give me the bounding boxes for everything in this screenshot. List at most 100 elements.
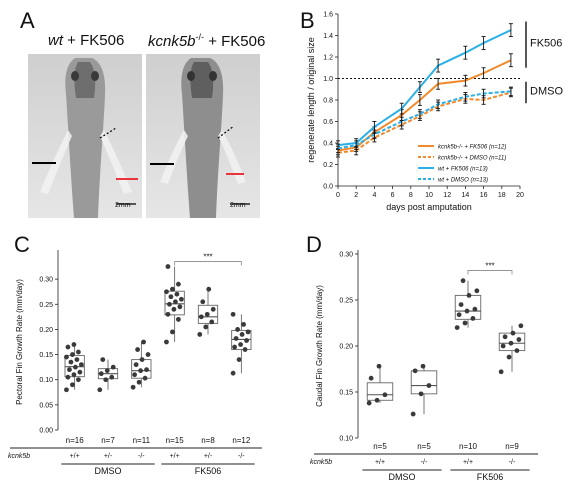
caudal-point: [456, 312, 462, 318]
pectoral-point: [64, 354, 69, 360]
fish-mutant-head: [190, 62, 214, 98]
panel-a-title-wt-genotype: wt: [48, 32, 63, 49]
line-chart-y-tick-label: 1.0: [323, 76, 333, 83]
caudal-point: [502, 334, 508, 340]
pectoral-y-label: Pectoral Fin Growth Rate (mm/day): [15, 279, 24, 405]
pectoral-point: [130, 384, 136, 390]
pectoral-point: [74, 357, 80, 362]
pectoral-point: [209, 319, 215, 325]
caudal-point: [412, 368, 418, 374]
pectoral-point: [142, 375, 148, 381]
pectoral-point: [164, 339, 169, 345]
pectoral-point: [242, 347, 248, 352]
pectoral-point: [177, 304, 183, 310]
pectoral-point: [239, 332, 245, 337]
pectoral-genotype-label: +/-: [204, 453, 213, 460]
caudal-genotype-label: -/-: [509, 459, 516, 466]
caudal-point: [510, 330, 516, 336]
fish-mutant-fin-left: [160, 130, 188, 184]
fish-mutant-drawing: [146, 54, 260, 218]
line-chart-legend-entry: kcnk5b-/- + DMSO (n=11): [438, 156, 506, 162]
line-chart-y-tick-label: 0.2: [323, 162, 333, 169]
pectoral-point: [173, 299, 178, 305]
caudal-point: [472, 306, 478, 312]
caudal-box-chart: 0.10 0.15 0.20 0.25 0.30 Caudal Fin Growth Ra…: [310, 250, 538, 482]
fish-mutant-amputation-line: [217, 125, 235, 139]
caudal-point: [466, 293, 472, 298]
caudal-point: [506, 354, 512, 360]
caudal-genotype-row-label: kcnk5b: [310, 459, 332, 466]
panel-a-title-wt: wt + FK506: [48, 32, 124, 49]
line-chart-y-tick-label: 0.4: [323, 141, 333, 148]
line-chart-x-tick-label: 6: [391, 192, 395, 199]
caudal-group-label: DMSO: [389, 472, 416, 482]
line-chart-x-tick-label: 20: [516, 192, 524, 199]
pectoral-point: [132, 372, 138, 378]
pectoral-point: [139, 357, 145, 362]
fish-image-mutant: [146, 54, 260, 218]
pectoral-point: [204, 311, 210, 317]
pectoral-significance-bracket: [174, 261, 242, 266]
pectoral-point: [97, 387, 103, 393]
panel-a-title-mutant: kcnk5b-/- + FK506: [148, 32, 265, 50]
fish-wt-body: [65, 58, 106, 218]
pectoral-point: [200, 299, 206, 305]
pectoral-point: [230, 370, 236, 376]
pectoral-point: [98, 371, 104, 377]
pectoral-point: [77, 369, 83, 375]
line-chart-x-tick-label: 18: [498, 192, 506, 199]
pectoral-point: [171, 306, 177, 312]
caudal-point: [458, 302, 464, 307]
pectoral-point: [167, 301, 172, 307]
pectoral-point: [73, 364, 78, 370]
caudal-box: [366, 382, 394, 401]
pectoral-y-tick-label: 0.15: [39, 352, 53, 359]
pectoral-point: [244, 338, 249, 343]
fish-mutant-fin-right: [218, 130, 246, 184]
caudal-n-label: n=9: [505, 442, 519, 451]
caudal-point: [368, 375, 374, 381]
caudal-point: [518, 323, 524, 329]
pectoral-point: [235, 327, 240, 332]
pectoral-point: [110, 364, 116, 370]
pectoral-n-label: n=8: [201, 436, 215, 445]
panel-a-title-wt-treatment: + FK506: [67, 32, 125, 49]
line-chart-bracket-dmso-label: DMSO: [530, 86, 563, 98]
pectoral-point: [109, 374, 115, 380]
caudal-y-tick-label: 0.25: [339, 298, 353, 305]
caudal-point: [474, 288, 480, 294]
panel-letter-a: A: [20, 8, 35, 33]
caudal-n-label: n=10: [459, 442, 478, 451]
fish-wt-eye-left: [71, 71, 79, 81]
pectoral-point: [170, 286, 175, 292]
pectoral-genotype-label: +/-: [104, 453, 113, 460]
caudal-point: [374, 397, 380, 403]
pectoral-point: [76, 377, 81, 383]
pectoral-point: [64, 387, 69, 393]
pectoral-point: [78, 362, 84, 368]
pectoral-genotype-label: +/+: [170, 453, 180, 460]
pectoral-point: [241, 322, 246, 327]
pectoral-point: [103, 377, 109, 383]
caudal-point: [462, 320, 468, 326]
pectoral-point: [164, 289, 169, 295]
pectoral-point: [133, 362, 139, 368]
pectoral-n-label: n=11: [133, 436, 151, 445]
caudal-point: [410, 411, 416, 417]
line-chart-bracket-fk506-label: FK506: [530, 37, 562, 49]
line-chart-y-tick-label: 1.2: [323, 55, 333, 62]
caudal-genotype-label: -/-: [421, 459, 428, 466]
pectoral-point: [233, 336, 239, 341]
panel-letter-d: D: [306, 232, 322, 257]
pectoral-point: [71, 342, 77, 347]
caudal-significance-bracket: [467, 270, 513, 275]
pectoral-n-label: n=16: [66, 436, 85, 445]
caudal-genotype-label: +/+: [375, 459, 385, 466]
caudal-point: [500, 343, 506, 349]
caudal-y-tick-label: 0.10: [339, 436, 353, 443]
caudal-y-tick-label: 0.15: [339, 390, 353, 397]
pectoral-point: [70, 352, 75, 357]
panel-a-title-mutant-treatment: + FK506: [208, 33, 266, 50]
line-chart-legend-entry: kcnk5b-/- + FK506 (n=12): [438, 145, 506, 151]
pectoral-point: [230, 311, 236, 317]
